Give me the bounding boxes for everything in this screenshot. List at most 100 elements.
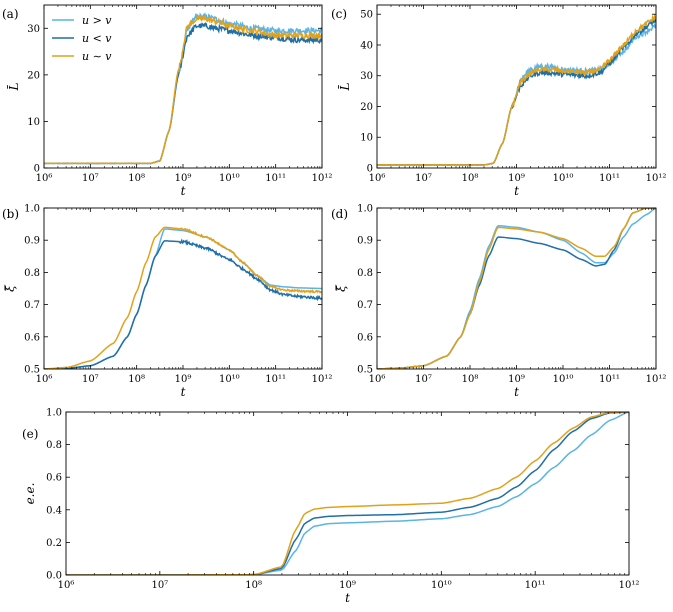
x-tick-label: 10⁶ [369, 173, 386, 184]
x-tick-label: 10¹¹ [599, 173, 620, 184]
y-tick-label: 0.6 [24, 332, 40, 343]
x-tick-label: 10⁸ [462, 173, 479, 184]
x-tick-label: 10⁹ [175, 374, 192, 385]
y-tick-label: 0.9 [24, 236, 40, 247]
axes-frame [376, 4, 657, 169]
y-tick-label: 0.8 [24, 268, 40, 279]
series-line-d-0 [377, 208, 656, 369]
x-tick-label: 10¹¹ [265, 374, 286, 385]
y-tick-label: 1.0 [357, 204, 373, 215]
x-tick-label: 10¹¹ [525, 580, 546, 591]
x-tick-label: 10¹² [312, 173, 333, 184]
x-tick-label: 10¹² [619, 580, 640, 591]
legend-label: u > v [82, 14, 112, 27]
y-tick-label: 0.7 [357, 300, 373, 311]
x-tick-label: 10¹¹ [265, 173, 286, 184]
y-tick-label: 40 [360, 40, 373, 51]
y-tick-label: 0.7 [24, 300, 40, 311]
y-tick-label: 20 [360, 102, 373, 113]
series-line-b-1 [44, 238, 322, 369]
x-tick-label: 10⁹ [508, 173, 525, 184]
x-tick-label: 10⁷ [151, 580, 168, 591]
series-line-d-2 [377, 208, 656, 369]
series-line-e-1 [66, 412, 629, 575]
y-axis-label: L̄ [6, 82, 21, 91]
x-tick-label: 10⁶ [36, 374, 53, 385]
x-tick-label: 10¹⁰ [219, 374, 240, 385]
y-tick-label: 1.0 [46, 408, 62, 419]
legend: u > v u < v u ∼ v [52, 14, 112, 63]
panel-a: 10⁶ 10⁷ 10⁸ 10⁹ 10¹⁰ 10¹¹ 10¹² 0 10 20 30 t L̄ (a) u >… [2, 4, 333, 198]
axes-frame [376, 207, 657, 370]
legend-label: u ∼ v [82, 50, 112, 63]
x-tick-label: 10⁶ [58, 580, 75, 591]
series-line-a-2 [44, 13, 322, 165]
x-tick-label: 10⁸ [245, 580, 262, 591]
series-line-b-2 [44, 226, 322, 369]
x-tick-label: 10¹⁰ [431, 580, 452, 591]
y-tick-label: 0.8 [46, 440, 62, 451]
x-axis-label: t [181, 385, 186, 399]
panel-label: (b) [2, 207, 19, 221]
x-tick-label: 10⁶ [36, 173, 53, 184]
x-tick-label: 10⁸ [462, 374, 479, 385]
panel-d: 10⁶ 10⁷ 10⁸ 10⁹ 10¹⁰ 10¹¹ 10¹² 0.5 0.6 0.7 0.8 0.9 1… [331, 204, 666, 400]
y-tick-label: 0.8 [357, 268, 373, 279]
x-tick-label: 10¹² [312, 374, 333, 385]
x-tick-label: 10⁹ [508, 374, 525, 385]
axes-frame [65, 411, 630, 576]
y-tick-label: 0.9 [357, 236, 373, 247]
panel-label: (c) [331, 7, 347, 21]
x-tick-label: 10¹⁰ [553, 173, 574, 184]
panel-c: 10⁶ 10⁷ 10⁸ 10⁹ 10¹⁰ 10¹¹ 10¹² 0 10 20 30 40 50 t L̄ (c… [331, 4, 667, 198]
y-tick-label: 0.2 [46, 538, 62, 549]
y-tick-label: 0.0 [46, 571, 62, 582]
x-tick-label: 10⁷ [415, 374, 432, 385]
y-tick-label: 1.0 [24, 204, 40, 215]
panel-label: (a) [2, 7, 19, 21]
y-axis-label: e.e. [23, 483, 37, 505]
x-tick-label: 10⁹ [175, 173, 192, 184]
x-tick-label: 10⁷ [82, 173, 99, 184]
series-line-d-1 [377, 208, 656, 369]
x-axis-label: t [514, 184, 519, 198]
legend-label: u < v [82, 32, 112, 45]
x-tick-label: 10¹⁰ [553, 374, 574, 385]
panel-b: 10⁶ 10⁷ 10⁸ 10⁹ 10¹⁰ 10¹¹ 10¹² 0.5 0.6 0.7 0.8 0.9 1… [2, 204, 332, 400]
y-tick-label: 0.5 [24, 365, 40, 376]
y-tick-label: 30 [360, 71, 373, 82]
panel-label: (e) [22, 427, 38, 441]
y-tick-label: 0 [367, 164, 373, 175]
x-axis-label: t [181, 184, 186, 198]
y-tick-label: 20 [27, 70, 40, 81]
x-tick-label: 10⁶ [369, 374, 386, 385]
y-tick-label: 0.6 [46, 473, 62, 484]
series-line-e-0 [66, 412, 629, 575]
series-line-b-0 [44, 228, 322, 369]
series-line-e-2 [66, 412, 629, 575]
x-tick-label: 10¹¹ [599, 374, 620, 385]
y-tick-label: 10 [27, 117, 40, 128]
x-tick-label: 10⁷ [82, 374, 99, 385]
x-tick-label: 10⁷ [415, 173, 432, 184]
x-tick-label: 10¹² [646, 173, 667, 184]
y-axis-label: ξ̄ [3, 284, 17, 292]
x-tick-label: 10⁸ [128, 173, 145, 184]
panel-e: 10⁶ 10⁷ 10⁸ 10⁹ 10¹⁰ 10¹¹ 10¹² 0.0 0.2 0.4 0.6 0.8 1… [22, 408, 639, 606]
y-tick-label: 0.5 [357, 365, 373, 376]
x-tick-label: 10⁸ [128, 374, 145, 385]
x-axis-label: t [345, 591, 350, 605]
x-axis-label: t [514, 385, 519, 399]
y-tick-label: 0.6 [357, 332, 373, 343]
y-tick-label: 0.4 [46, 505, 62, 516]
y-tick-label: 10 [360, 133, 373, 144]
y-axis-label: L̄ [337, 82, 352, 91]
x-tick-label: 10¹² [646, 374, 667, 385]
x-tick-label: 10⁹ [339, 580, 356, 591]
y-tick-label: 30 [27, 24, 40, 35]
y-tick-label: 50 [360, 10, 373, 21]
panel-label: (d) [331, 207, 348, 221]
y-tick-label: 0 [34, 164, 40, 175]
y-axis-label: ξ̄ [334, 284, 348, 292]
